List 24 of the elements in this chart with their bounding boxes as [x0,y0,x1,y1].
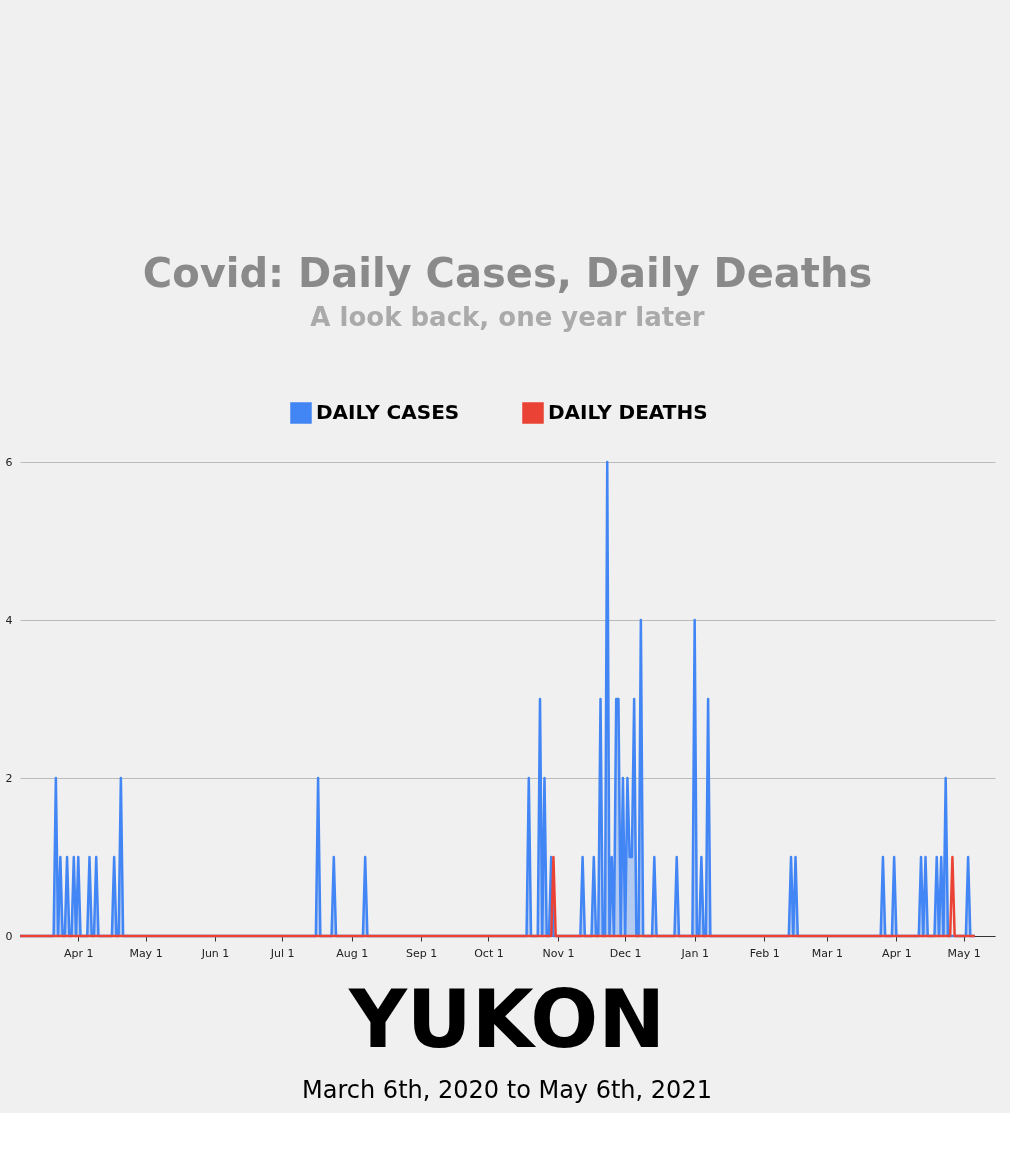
text: YUKON [347,973,666,1066]
legend-label: DAILY DEATHS [548,400,708,424]
text: March 6th, 2020 to May 6th, 2021 [302,1076,712,1104]
chart-title: Covid: Daily Cases, Daily Deaths [142,250,873,296]
y-tick-label: 0 [5,929,13,943]
x-tick-label: Apr 1 [64,946,94,960]
x-tick-label: Oct 1 [474,946,504,960]
x-tick-label: Sep 1 [406,946,438,960]
y-tick-label: 6 [5,455,13,469]
x-tick-label: Nov 1 [542,946,575,960]
x-tick-label: Jul 1 [269,946,295,960]
x-tick-label: Apr 1 [882,946,912,960]
x-tick-label: Jun 1 [200,946,230,960]
x-tick-label: May 1 [129,946,163,960]
y-tick-label: 2 [5,771,13,785]
x-tick-label: Dec 1 [609,946,642,960]
legend-label: DAILY CASES [316,400,460,424]
x-tick-label: Mar 1 [811,946,844,960]
x-tick-label: Aug 1 [336,946,369,960]
chart-subtitle: A look back, one year later [310,302,705,332]
x-tick-label: Feb 1 [749,946,780,960]
x-tick-label: Jan 1 [680,946,709,960]
x-tick-label: May 1 [947,946,981,960]
y-tick-label: 4 [5,613,13,627]
